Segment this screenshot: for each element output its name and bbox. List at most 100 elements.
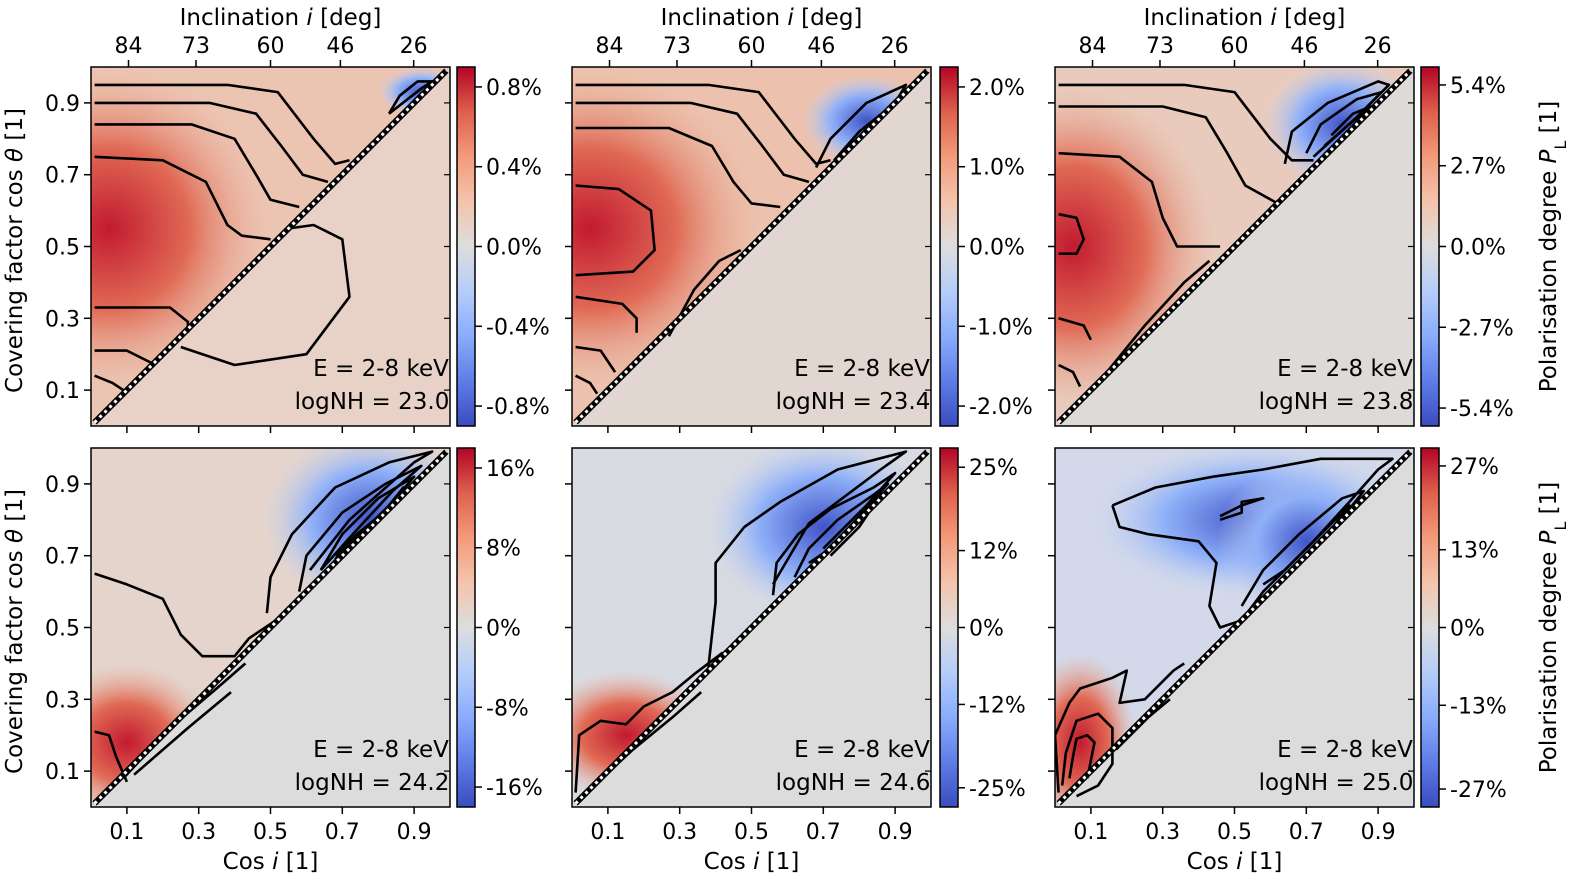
colorbar-tick-label: 1.0% <box>969 156 1025 181</box>
y-tick-label: 0.1 <box>45 379 80 404</box>
colorbar-title: Polarisation degree PL [1] <box>1536 101 1570 393</box>
colorbar-tick-label: -27% <box>1450 778 1507 803</box>
colorbar-tick-label: 5.4% <box>1450 74 1506 99</box>
panel-2: 84 73 60 46 26 Inclination i [deg] E = 2-8 keV… <box>565 5 1033 433</box>
diagonal-line-dots <box>93 69 448 424</box>
energy-annotation: E = 2-8 keV <box>1277 737 1413 763</box>
colorbar <box>1421 67 1439 426</box>
colorbar-tick-label: 0.0% <box>1450 236 1506 261</box>
colorbar-tick-label: 8% <box>486 537 521 562</box>
colorbar <box>457 448 475 807</box>
contour-0 <box>94 572 283 658</box>
top-tick-label: 46 <box>1290 34 1318 59</box>
x-tick-label: 0.5 <box>734 820 769 845</box>
top-tick-label: 26 <box>881 34 909 59</box>
x-tick-label: 0.3 <box>181 820 216 845</box>
contour-5 <box>1219 497 1265 522</box>
colorbar-tick-label: 12% <box>969 540 1018 565</box>
contour-3 <box>771 471 897 596</box>
x-tick-label: 0.7 <box>806 820 841 845</box>
x-tick-label: 0.9 <box>1361 820 1396 845</box>
top-tick-label: 73 <box>663 34 691 59</box>
energy-annotation: E = 2-8 keV <box>313 356 449 382</box>
colorbar-tick-label: 0.4% <box>486 156 542 181</box>
energy-annotation: E = 2-8 keV <box>794 356 930 382</box>
x-axis-label: Cos i [1] <box>704 849 800 875</box>
x-tick-label: 0.9 <box>397 820 432 845</box>
contour-2 <box>707 450 908 668</box>
contour-5 <box>1058 317 1093 341</box>
contour-2 <box>1060 712 1114 798</box>
y-tick-label: 0.9 <box>45 92 80 117</box>
colorbar-tick-label: -5.4% <box>1450 397 1514 422</box>
x-axis-label: Cos i [1] <box>223 849 319 875</box>
diagonal-line-dots <box>574 450 929 805</box>
colorbar-tick-label: -2.0% <box>969 395 1033 420</box>
top-tick-label: 46 <box>326 34 354 59</box>
x-tick-label: 0.3 <box>662 820 697 845</box>
contour-5 <box>297 464 423 592</box>
panel-1: 0.1 0.3 0.5 0.7 0.9 84 73 60 46 26 Inclination i [… <box>2 5 550 433</box>
panel-3: 84 73 60 46 26 Inclination i [deg] E = 2-8 keV… <box>1048 5 1570 433</box>
lognh-annotation: logNH = 23.8 <box>1259 389 1414 415</box>
colorbar-tick-label: 0.0% <box>969 236 1025 261</box>
x-tick-label: 0.5 <box>253 820 288 845</box>
x-tick-label: 0.1 <box>1073 820 1108 845</box>
colorbar <box>1421 448 1439 807</box>
colorbar-title: Polarisation degree PL [1] <box>1536 482 1570 774</box>
heatmap-panels: 0.1 0.3 0.5 0.7 0.9 84 73 60 46 26 Inclination i [… <box>2 5 1570 875</box>
colorbar <box>940 67 958 426</box>
diagonal-line-dots <box>1057 69 1412 424</box>
contour-3 <box>1058 212 1085 255</box>
y-tick-label: 0.1 <box>45 760 80 785</box>
lognh-annotation: logNH = 24.2 <box>295 770 450 796</box>
contour-0 <box>1055 662 1185 793</box>
colorbar-tick-label: -0.8% <box>486 395 550 420</box>
contour-1 <box>1058 105 1279 205</box>
contour-6 <box>575 345 617 373</box>
contour-8 <box>1305 90 1383 154</box>
lognh-annotation: logNH = 24.6 <box>776 770 931 796</box>
x-tick-label: 0.9 <box>878 820 913 845</box>
top-axis-label: Inclination i [deg] <box>1144 5 1346 31</box>
y-tick-label: 0.7 <box>45 164 80 189</box>
top-axis-label: Inclination i [deg] <box>661 5 863 31</box>
diagonal-line-dots <box>93 450 448 805</box>
top-tick-label: 73 <box>182 34 210 59</box>
top-tick-label: 84 <box>596 34 624 59</box>
contour-4 <box>265 450 434 614</box>
colorbar <box>940 448 958 807</box>
y-tick-label: 0.5 <box>45 236 80 261</box>
colorbar-tick-label: -1.0% <box>969 315 1033 340</box>
y-tick-label: 0.5 <box>45 617 80 642</box>
colorbar-tick-label: 25% <box>969 456 1018 481</box>
colorbar-tick-label: -2.7% <box>1450 316 1514 341</box>
top-axis-label: Inclination i [deg] <box>180 5 382 31</box>
contour-8 <box>814 83 908 169</box>
contour-2 <box>575 126 781 209</box>
energy-annotation: E = 2-8 keV <box>313 737 449 763</box>
colorbar-tick-label: 16% <box>486 457 535 482</box>
x-tick-label: 0.5 <box>1217 820 1252 845</box>
diagonal-line-dots <box>1057 450 1412 805</box>
colorbar-tick-label: 0.8% <box>486 76 542 101</box>
contour-3 <box>94 155 271 241</box>
colorbar-tick-label: 13% <box>1450 539 1499 564</box>
y-tick-label: 0.3 <box>45 307 80 332</box>
red-glow-0 <box>91 67 271 391</box>
top-tick-label: 46 <box>807 34 835 59</box>
contour-9 <box>1330 105 1373 137</box>
contour-3 <box>133 691 232 776</box>
contour-4 <box>1097 259 1211 384</box>
colorbar-tick-label: 2.7% <box>1450 155 1506 180</box>
contour-8 <box>387 80 434 115</box>
contour-lines <box>575 83 908 395</box>
contour-3 <box>575 184 656 277</box>
top-tick-label: 26 <box>400 34 428 59</box>
contour-lines <box>1058 80 1391 388</box>
contour-6 <box>94 374 125 392</box>
energy-annotation: E = 2-8 keV <box>794 737 930 763</box>
x-tick-label: 0.1 <box>590 820 625 845</box>
top-tick-label: 84 <box>115 34 143 59</box>
